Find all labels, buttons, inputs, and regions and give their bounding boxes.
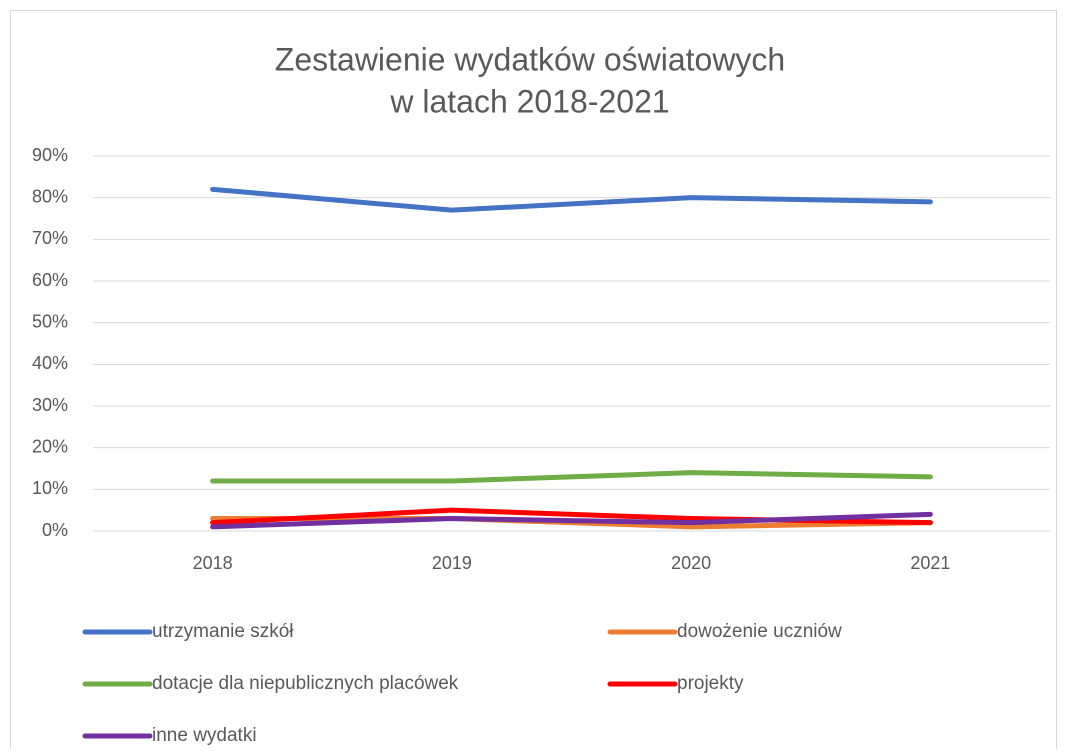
legend-label: dowożenie uczniów	[677, 621, 842, 642]
chart-title: Zestawienie wydatków oświatowych	[275, 41, 785, 77]
y-tick-label: 30%	[32, 395, 68, 415]
x-tick-label: 2019	[432, 553, 472, 573]
y-tick-label: 50%	[32, 311, 68, 331]
y-tick-label: 70%	[32, 228, 68, 248]
y-tick-label: 80%	[32, 186, 68, 206]
x-tick-label: 2020	[671, 553, 711, 573]
y-tick-label: 60%	[32, 270, 68, 290]
y-tick-label: 40%	[32, 353, 68, 373]
series-line	[210, 470, 933, 484]
legend-label: projekty	[677, 673, 744, 694]
y-tick-label: 90%	[32, 145, 68, 165]
series-line	[210, 186, 933, 213]
chart-title: w latach 2018-2021	[389, 83, 669, 119]
y-tick-label: 0%	[42, 520, 68, 540]
x-tick-label: 2018	[193, 553, 233, 573]
chart-border	[10, 10, 1057, 754]
y-tick-label: 10%	[32, 478, 68, 498]
y-tick-label: 20%	[32, 436, 68, 456]
legend-label: utrzymanie szkół	[152, 621, 294, 642]
legend-label: dotacje dla niepublicznych placówek	[152, 673, 459, 694]
x-tick-label: 2021	[910, 553, 950, 573]
series-line	[210, 511, 933, 530]
legend-label: inne wydatki	[152, 725, 257, 746]
